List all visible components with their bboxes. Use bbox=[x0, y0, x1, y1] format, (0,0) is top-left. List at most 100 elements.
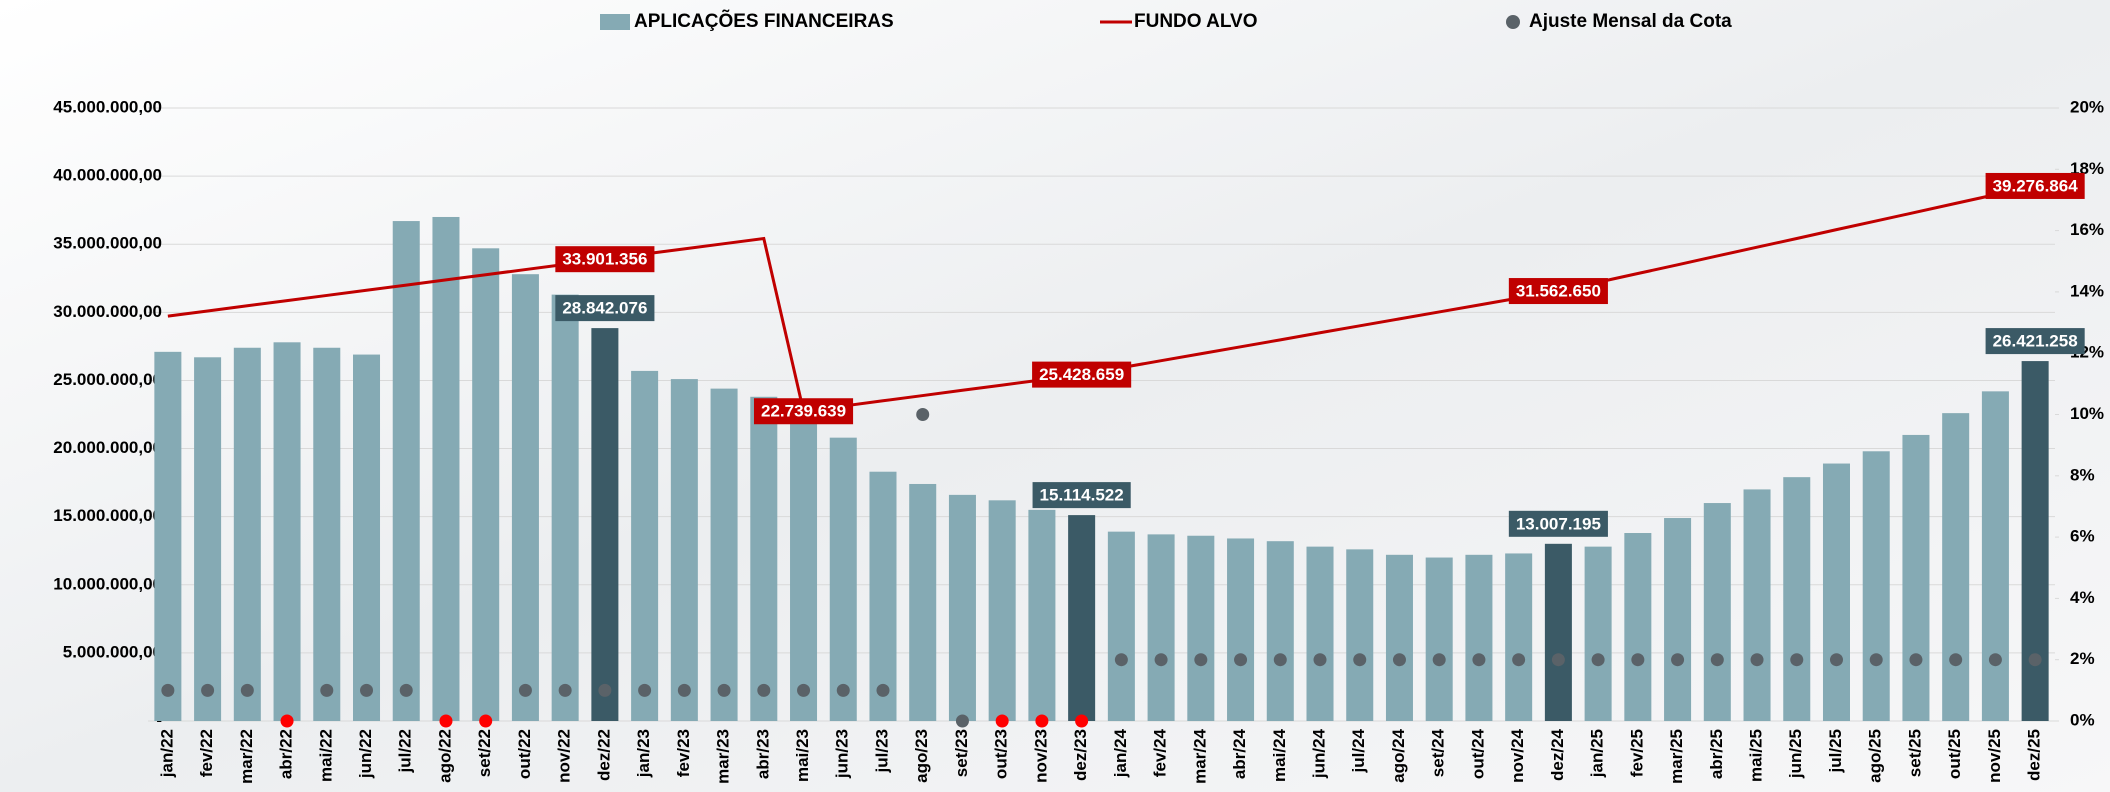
dot bbox=[1075, 714, 1089, 728]
x-tick-label: set/23 bbox=[952, 729, 971, 777]
x-tick-label: jun/22 bbox=[356, 729, 375, 779]
y2-tick-label: 2% bbox=[2070, 649, 2095, 668]
bar bbox=[1703, 503, 1731, 721]
dot bbox=[1313, 653, 1327, 667]
y-tick-label: 20.000.000,00 bbox=[53, 438, 162, 457]
dot bbox=[360, 683, 374, 697]
y2-tick-label: 14% bbox=[2070, 281, 2104, 300]
bar bbox=[909, 483, 937, 721]
x-tick-label: ago/23 bbox=[912, 729, 931, 783]
x-tick-label: mai/25 bbox=[1747, 729, 1766, 782]
data-label: 31.562.650 bbox=[1516, 282, 1601, 301]
dot bbox=[757, 683, 771, 697]
x-tick-label: out/25 bbox=[1945, 729, 1964, 779]
x-tick-label: out/23 bbox=[992, 729, 1011, 779]
data-label: 28.842.076 bbox=[562, 299, 647, 318]
data-label: 39.276.864 bbox=[1993, 176, 2079, 195]
y-tick-label: 40.000.000,00 bbox=[53, 166, 162, 185]
data-label-box bbox=[1985, 172, 2085, 199]
bar bbox=[988, 500, 1016, 721]
x-tick-label: fev/22 bbox=[197, 729, 216, 777]
legend-label: Ajuste Mensal da Cota bbox=[1529, 11, 1732, 32]
bar bbox=[1624, 533, 1652, 721]
dot bbox=[518, 683, 532, 697]
dot bbox=[916, 408, 930, 421]
dot bbox=[280, 714, 294, 728]
bar bbox=[313, 347, 341, 721]
bar bbox=[670, 379, 698, 721]
data-label: 26.421.258 bbox=[1993, 332, 2078, 351]
y2-tick-label: 20% bbox=[2070, 97, 2104, 116]
dot bbox=[1790, 653, 1804, 667]
dot bbox=[1353, 653, 1367, 667]
bar bbox=[1346, 549, 1374, 721]
x-tick-label: jan/24 bbox=[1111, 728, 1130, 778]
dot bbox=[1750, 653, 1764, 667]
dot bbox=[677, 683, 691, 697]
bar bbox=[591, 328, 619, 721]
x-tick-label: jul/23 bbox=[872, 729, 891, 773]
bar bbox=[869, 471, 897, 721]
x-tick-label: abr/24 bbox=[1230, 728, 1249, 779]
y-tick-label: 30.000.000,00 bbox=[53, 302, 162, 321]
data-label: 13.007.195 bbox=[1516, 514, 1601, 533]
dot bbox=[1988, 653, 2002, 667]
x-tick-label: mar/23 bbox=[714, 729, 733, 784]
x-tick-label: jan/22 bbox=[157, 729, 176, 778]
dot bbox=[1671, 653, 1685, 667]
bar bbox=[1107, 531, 1135, 721]
bar bbox=[1783, 477, 1811, 721]
data-label-box bbox=[1508, 278, 1608, 305]
bar bbox=[194, 357, 222, 721]
bar bbox=[1743, 489, 1771, 721]
legend-swatch bbox=[1506, 15, 1520, 29]
dot bbox=[320, 683, 334, 697]
dot bbox=[240, 683, 254, 697]
y-tick-label: 45.000.000,00 bbox=[53, 97, 162, 116]
y2-tick-label: 8% bbox=[2070, 465, 2095, 484]
y-tick-label: 35.000.000,00 bbox=[53, 234, 162, 253]
x-tick-label: abr/23 bbox=[753, 729, 772, 779]
bar bbox=[154, 351, 182, 721]
bar bbox=[1942, 413, 1970, 721]
bar bbox=[392, 221, 420, 721]
dot bbox=[1512, 653, 1526, 667]
bar bbox=[511, 274, 539, 721]
bar bbox=[1266, 541, 1294, 721]
x-tick-label: set/25 bbox=[1905, 729, 1924, 777]
dot bbox=[638, 683, 652, 697]
data-label: 33.901.356 bbox=[562, 250, 647, 269]
y2-tick-label: 4% bbox=[2070, 588, 2095, 607]
x-tick-label: mai/23 bbox=[793, 729, 812, 782]
bar bbox=[1981, 391, 2009, 721]
x-tick-label: jun/25 bbox=[1786, 729, 1805, 779]
bar bbox=[1147, 534, 1175, 721]
dot bbox=[1472, 653, 1486, 667]
dot bbox=[1234, 653, 1248, 667]
data-label-box bbox=[1032, 482, 1131, 509]
dot bbox=[1432, 653, 1446, 667]
legend-swatch bbox=[600, 14, 630, 30]
x-tick-label: dez/23 bbox=[1071, 729, 1090, 781]
bar bbox=[1425, 557, 1453, 721]
x-tick-label: jan/25 bbox=[1588, 729, 1607, 778]
x-tick-label: fev/25 bbox=[1627, 729, 1646, 777]
x-tick-label: dez/25 bbox=[2025, 729, 2044, 781]
x-tick-label: out/24 bbox=[1468, 728, 1487, 779]
dot bbox=[1154, 653, 1168, 667]
bar bbox=[1505, 553, 1533, 721]
dot bbox=[876, 683, 890, 697]
bar bbox=[829, 437, 857, 721]
dot bbox=[836, 683, 850, 697]
dot bbox=[558, 683, 572, 697]
data-label: 15.114.522 bbox=[1040, 486, 1124, 505]
dot bbox=[1869, 653, 1883, 667]
bar bbox=[1465, 554, 1493, 721]
bar bbox=[2021, 361, 2049, 721]
dot bbox=[1551, 653, 1565, 667]
data-label: 25.428.659 bbox=[1039, 365, 1124, 384]
bar bbox=[432, 216, 460, 721]
dot bbox=[1829, 653, 1843, 667]
legend-label: FUNDO ALVO bbox=[1134, 11, 1258, 32]
bar bbox=[1862, 451, 1890, 721]
